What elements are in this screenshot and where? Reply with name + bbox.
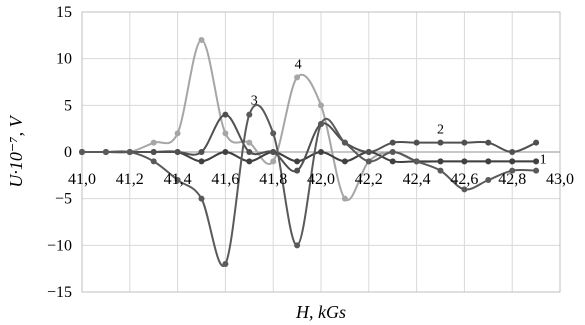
data-point-series-1: [437, 158, 444, 165]
y-tick-label: 5: [64, 97, 72, 114]
series-label-4: 4: [295, 57, 302, 72]
data-point-series-1: [509, 158, 516, 165]
data-point-series-2: [365, 149, 372, 155]
series-label-3: 3: [251, 94, 258, 109]
data-point-series-4: [246, 139, 253, 146]
data-point-series-3: [318, 121, 324, 127]
x-tick-label: 41,2: [116, 171, 144, 188]
data-point-series-2: [150, 149, 157, 155]
data-point-series-3: [437, 167, 444, 174]
data-point-series-3: [294, 242, 301, 249]
y-tick-label: 15: [56, 4, 72, 21]
data-point-series-3: [79, 149, 85, 155]
x-tick-label: 41,0: [68, 171, 96, 188]
data-point-series-1: [341, 158, 348, 165]
data-point-series-1: [461, 158, 468, 165]
x-tick-label: 41,8: [259, 171, 287, 188]
data-point-series-2: [461, 139, 468, 146]
data-point-series-3: [246, 111, 253, 118]
data-point-series-3: [270, 130, 277, 137]
x-tick-label: 41,4: [164, 171, 192, 188]
x-axis-label: H, kGs: [295, 302, 346, 322]
x-tick-label: 42,0: [307, 171, 335, 188]
data-point-series-2: [270, 149, 277, 155]
y-tick-label: −15: [47, 284, 72, 301]
data-point-series-2: [222, 111, 229, 118]
data-point-series-1: [318, 149, 324, 155]
y-axis-label: U·10⁻⁷, V: [6, 114, 26, 187]
data-point-series-2: [389, 139, 396, 146]
data-point-series-1: [485, 158, 492, 165]
y-tick-label: 0: [64, 144, 72, 161]
x-tick-label: 42,8: [498, 171, 526, 188]
data-point-series-1: [294, 158, 301, 165]
series-labels: 1 2 3 4: [251, 57, 547, 167]
data-point-series-2: [174, 149, 181, 155]
data-point-series-3: [341, 139, 348, 146]
x-tick-label: 42,6: [450, 171, 478, 188]
data-point-series-3: [150, 158, 157, 165]
y-tick-label: −10: [47, 237, 72, 254]
data-point-series-4: [294, 74, 301, 81]
data-point-series-1: [246, 158, 253, 165]
data-point-series-1: [198, 158, 205, 165]
data-point-series-3: [533, 167, 540, 174]
y-tick-label: −5: [55, 191, 72, 208]
data-point-series-3: [222, 261, 229, 267]
data-point-series-3: [413, 158, 420, 165]
series-line-2: [81, 113, 537, 173]
data-point-series-2: [437, 139, 444, 146]
x-tick-label: 42,2: [355, 171, 383, 188]
data-point-series-2: [198, 149, 205, 155]
data-point-series-1: [222, 149, 229, 155]
series-label-2: 2: [437, 123, 444, 138]
data-point-series-1: [533, 158, 540, 165]
data-point-series-4: [150, 139, 157, 146]
data-point-series-4: [341, 195, 348, 202]
x-tick-label: 42,4: [403, 171, 431, 188]
y-tick-label: 10: [56, 51, 72, 68]
data-point-series-3: [461, 186, 468, 193]
data-point-series-4: [198, 37, 205, 43]
data-point-series-3: [198, 195, 205, 202]
data-point-series-4: [222, 130, 229, 137]
data-point-series-3: [174, 177, 181, 183]
data-point-series-2: [246, 149, 253, 155]
data-point-series-3: [389, 149, 396, 155]
data-point-series-3: [126, 149, 133, 155]
x-tick-label: 43,0: [546, 171, 574, 188]
data-point-series-3: [485, 177, 492, 183]
data-point-series-2: [485, 139, 492, 146]
data-point-series-4: [270, 158, 277, 165]
data-point-series-2: [294, 167, 301, 174]
data-point-series-2: [413, 139, 420, 146]
series-group: [79, 37, 540, 267]
data-point-series-3: [509, 167, 516, 174]
data-point-series-4: [318, 102, 324, 109]
data-point-series-2: [533, 139, 540, 146]
data-point-series-1: [389, 158, 396, 165]
data-point-series-2: [509, 149, 516, 155]
data-point-series-3: [102, 149, 109, 155]
x-tick-label: 41,6: [211, 171, 239, 188]
data-point-series-4: [174, 130, 181, 137]
data-point-series-3: [365, 158, 372, 165]
series-label-1: 1: [540, 152, 547, 167]
